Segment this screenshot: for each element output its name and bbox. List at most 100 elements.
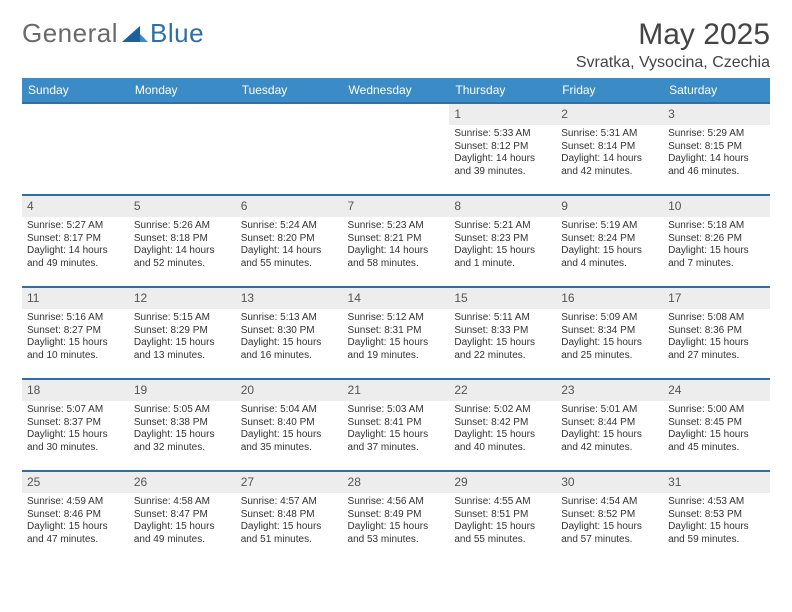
daylight-line: Daylight: 15 hours and 13 minutes. (134, 337, 231, 362)
day-details: Sunrise: 5:05 AMSunset: 8:38 PMDaylight:… (133, 404, 232, 454)
sunrise-line: Sunrise: 5:15 AM (134, 312, 231, 325)
day-details: Sunrise: 4:59 AMSunset: 8:46 PMDaylight:… (26, 496, 125, 546)
sunrise-line: Sunrise: 5:13 AM (241, 312, 338, 325)
calendar-cell: 19 Sunrise: 5:05 AMSunset: 8:38 PMDayligh… (129, 379, 236, 471)
day-number: 18 (22, 380, 129, 401)
day-number: 23 (556, 380, 663, 401)
day-details: Sunrise: 5:03 AMSunset: 8:41 PMDaylight:… (347, 404, 446, 454)
day-details: Sunrise: 5:01 AMSunset: 8:44 PMDaylight:… (560, 404, 659, 454)
day-number: 17 (663, 288, 770, 309)
sunrise-line: Sunrise: 4:59 AM (27, 496, 124, 509)
sunset-line: Sunset: 8:46 PM (27, 509, 124, 522)
calendar-week-row: 11Sunrise: 5:16 AMSunset: 8:27 PMDayligh… (22, 287, 770, 379)
month-title: May 2025 (576, 18, 770, 52)
daylight-line: Daylight: 14 hours and 42 minutes. (561, 153, 658, 178)
daylight-line: Daylight: 14 hours and 49 minutes. (27, 245, 124, 270)
sunset-line: Sunset: 8:31 PM (348, 325, 445, 338)
day-number: 9 (556, 196, 663, 217)
daylight-line: Daylight: 15 hours and 7 minutes. (668, 245, 765, 270)
sunrise-line: Sunrise: 5:31 AM (561, 128, 658, 141)
calendar-cell: 6 Sunrise: 5:24 AMSunset: 8:20 PMDaylight… (236, 195, 343, 287)
calendar-cell: 7Sunrise: 5:23 AMSunset: 8:21 PMDaylight… (343, 195, 450, 287)
day-number: 1 (449, 104, 556, 125)
sunrise-line: Sunrise: 5:07 AM (27, 404, 124, 417)
sunrise-line: Sunrise: 5:26 AM (134, 220, 231, 233)
day-details: Sunrise: 4:54 AMSunset: 8:52 PMDaylight:… (560, 496, 659, 546)
calendar-cell: 18Sunrise: 5:07 AMSunset: 8:37 PMDayligh… (22, 379, 129, 471)
day-details: Sunrise: 5:19 AMSunset: 8:24 PMDaylight:… (560, 220, 659, 270)
sunset-line: Sunset: 8:15 PM (668, 141, 765, 154)
sunrise-line: Sunrise: 5:01 AM (561, 404, 658, 417)
sunset-line: Sunset: 8:48 PM (241, 509, 338, 522)
daylight-line: Daylight: 14 hours and 39 minutes. (454, 153, 551, 178)
calendar-cell: 20Sunrise: 5:04 AMSunset: 8:40 PMDayligh… (236, 379, 343, 471)
sunrise-line: Sunrise: 5:33 AM (454, 128, 551, 141)
weekday-header: Tuesday (236, 78, 343, 103)
day-number: 12 (129, 288, 236, 309)
calendar-cell: 3Sunrise: 5:29 AMSunset: 8:15 PMDaylight… (663, 103, 770, 195)
day-number: 19 (129, 380, 236, 401)
day-details: Sunrise: 5:00 AMSunset: 8:45 PMDaylight:… (667, 404, 766, 454)
sunset-line: Sunset: 8:27 PM (27, 325, 124, 338)
day-details: Sunrise: 4:56 AMSunset: 8:49 PMDaylight:… (347, 496, 446, 546)
sunset-line: Sunset: 8:34 PM (561, 325, 658, 338)
daylight-line: Daylight: 15 hours and 1 minute. (454, 245, 551, 270)
daylight-line: Daylight: 14 hours and 58 minutes. (348, 245, 445, 270)
sunset-line: Sunset: 8:33 PM (454, 325, 551, 338)
calendar-cell (343, 103, 450, 195)
calendar-cell: 22Sunrise: 5:02 AMSunset: 8:42 PMDayligh… (449, 379, 556, 471)
sunset-line: Sunset: 8:51 PM (454, 509, 551, 522)
daylight-line: Daylight: 15 hours and 47 minutes. (27, 521, 124, 546)
sunset-line: Sunset: 8:36 PM (668, 325, 765, 338)
day-details: Sunrise: 5:21 AMSunset: 8:23 PMDaylight:… (453, 220, 552, 270)
sunrise-line: Sunrise: 5:19 AM (561, 220, 658, 233)
day-details: Sunrise: 5:11 AMSunset: 8:33 PMDaylight:… (453, 312, 552, 362)
day-number: 14 (343, 288, 450, 309)
sunrise-line: Sunrise: 5:02 AM (454, 404, 551, 417)
calendar-cell: 16Sunrise: 5:09 AMSunset: 8:34 PMDayligh… (556, 287, 663, 379)
sunset-line: Sunset: 8:20 PM (241, 233, 338, 246)
day-number: 22 (449, 380, 556, 401)
calendar-cell: 29Sunrise: 4:55 AMSunset: 8:51 PMDayligh… (449, 471, 556, 563)
calendar-week-row: 18Sunrise: 5:07 AMSunset: 8:37 PMDayligh… (22, 379, 770, 471)
day-number: 24 (663, 380, 770, 401)
sunrise-line: Sunrise: 4:53 AM (668, 496, 765, 509)
calendar-cell: 26Sunrise: 4:58 AMSunset: 8:47 PMDayligh… (129, 471, 236, 563)
day-number: 30 (556, 472, 663, 493)
day-number: 21 (343, 380, 450, 401)
daylight-line: Daylight: 15 hours and 49 minutes. (134, 521, 231, 546)
sunset-line: Sunset: 8:42 PM (454, 417, 551, 430)
calendar-cell: 11Sunrise: 5:16 AMSunset: 8:27 PMDayligh… (22, 287, 129, 379)
daylight-line: Daylight: 15 hours and 51 minutes. (241, 521, 338, 546)
sunset-line: Sunset: 8:17 PM (27, 233, 124, 246)
daylight-line: Daylight: 15 hours and 45 minutes. (668, 429, 765, 454)
calendar-page: General Blue May 2025 Svratka, Vysocina,… (0, 0, 792, 612)
day-number: 6 (236, 196, 343, 217)
sunset-line: Sunset: 8:23 PM (454, 233, 551, 246)
day-details: Sunrise: 5:24 AMSunset: 8:20 PMDaylight:… (240, 220, 339, 270)
calendar-cell: 2 Sunrise: 5:31 AMSunset: 8:14 PMDaylight… (556, 103, 663, 195)
day-details: Sunrise: 5:26 AMSunset: 8:18 PMDaylight:… (133, 220, 232, 270)
day-number: 13 (236, 288, 343, 309)
sunset-line: Sunset: 8:30 PM (241, 325, 338, 338)
day-number: 4 (22, 196, 129, 217)
sunrise-line: Sunrise: 5:16 AM (27, 312, 124, 325)
sunrise-line: Sunrise: 5:12 AM (348, 312, 445, 325)
day-number: 3 (663, 104, 770, 125)
calendar-cell (236, 103, 343, 195)
sunset-line: Sunset: 8:14 PM (561, 141, 658, 154)
sunrise-line: Sunrise: 5:23 AM (348, 220, 445, 233)
day-number: 2 (556, 104, 663, 125)
day-number: 28 (343, 472, 450, 493)
sunset-line: Sunset: 8:21 PM (348, 233, 445, 246)
daylight-line: Daylight: 15 hours and 25 minutes. (561, 337, 658, 362)
day-details: Sunrise: 5:31 AMSunset: 8:14 PMDaylight:… (560, 128, 659, 178)
sunrise-line: Sunrise: 4:57 AM (241, 496, 338, 509)
sunrise-line: Sunrise: 5:29 AM (668, 128, 765, 141)
sunset-line: Sunset: 8:41 PM (348, 417, 445, 430)
location-text: Svratka, Vysocina, Czechia (576, 54, 770, 72)
day-number: 31 (663, 472, 770, 493)
sunrise-line: Sunrise: 5:08 AM (668, 312, 765, 325)
calendar-cell: 8Sunrise: 5:21 AMSunset: 8:23 PMDaylight… (449, 195, 556, 287)
day-number: 26 (129, 472, 236, 493)
